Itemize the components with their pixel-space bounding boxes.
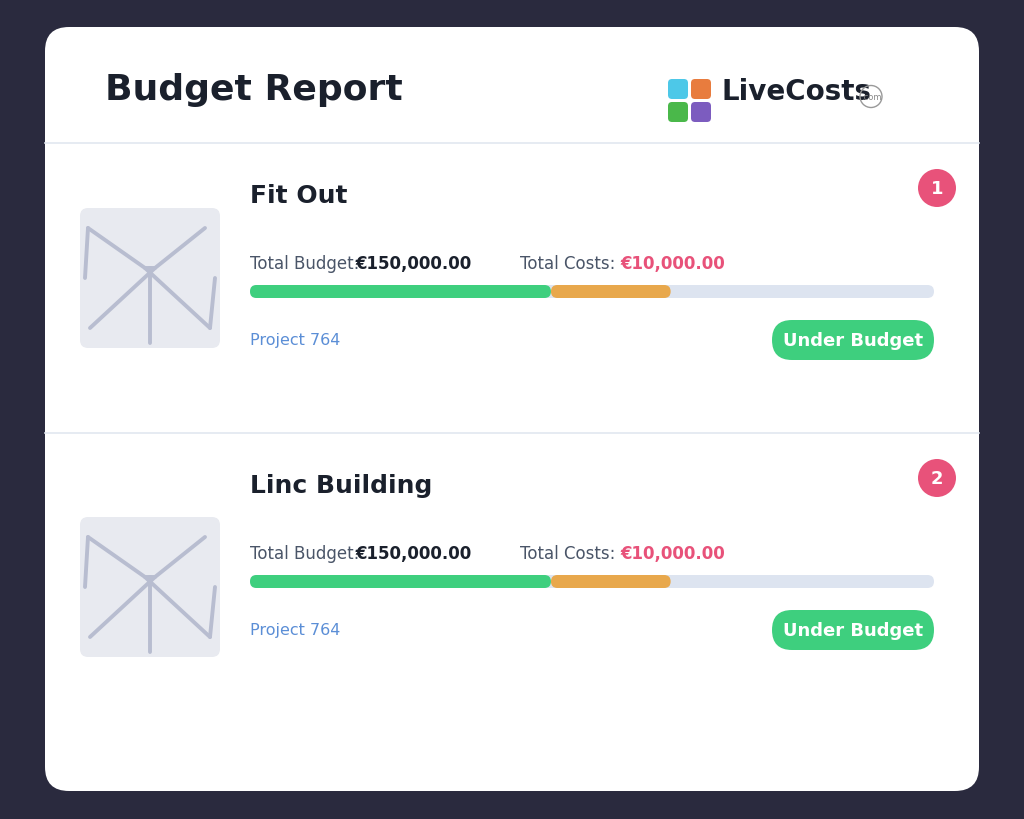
Text: Total Costs:: Total Costs:: [520, 545, 615, 563]
Text: Under Budget: Under Budget: [783, 622, 923, 639]
FancyBboxPatch shape: [772, 610, 934, 650]
Circle shape: [918, 170, 956, 208]
Text: Project 764: Project 764: [250, 333, 340, 348]
FancyBboxPatch shape: [250, 286, 934, 299]
Text: Total Budget:: Total Budget:: [250, 545, 359, 563]
FancyBboxPatch shape: [772, 320, 934, 360]
FancyBboxPatch shape: [80, 518, 220, 657]
FancyBboxPatch shape: [668, 80, 688, 100]
Text: LiveCosts: LiveCosts: [721, 78, 871, 106]
FancyBboxPatch shape: [668, 103, 688, 123]
Text: Fit Out: Fit Out: [250, 183, 347, 208]
FancyBboxPatch shape: [80, 209, 220, 349]
Text: €10,000.00: €10,000.00: [620, 255, 725, 273]
Text: Budget Report: Budget Report: [105, 73, 402, 106]
Text: €10,000.00: €10,000.00: [620, 545, 725, 563]
FancyBboxPatch shape: [691, 80, 711, 100]
FancyBboxPatch shape: [551, 286, 671, 299]
FancyBboxPatch shape: [250, 575, 551, 588]
FancyBboxPatch shape: [45, 28, 979, 791]
Text: Total Budget:: Total Budget:: [250, 255, 359, 273]
Text: .com: .com: [861, 93, 882, 102]
Text: 2: 2: [931, 469, 943, 487]
Circle shape: [918, 459, 956, 497]
Text: Linc Building: Linc Building: [250, 473, 432, 497]
FancyBboxPatch shape: [691, 103, 711, 123]
Text: €150,000.00: €150,000.00: [355, 545, 471, 563]
FancyBboxPatch shape: [250, 575, 934, 588]
FancyBboxPatch shape: [250, 286, 551, 299]
Text: Project 764: Project 764: [250, 622, 340, 638]
Text: Total Costs:: Total Costs:: [520, 255, 615, 273]
Text: €150,000.00: €150,000.00: [355, 255, 471, 273]
Text: 1: 1: [931, 180, 943, 197]
Text: Under Budget: Under Budget: [783, 332, 923, 350]
FancyBboxPatch shape: [551, 575, 671, 588]
